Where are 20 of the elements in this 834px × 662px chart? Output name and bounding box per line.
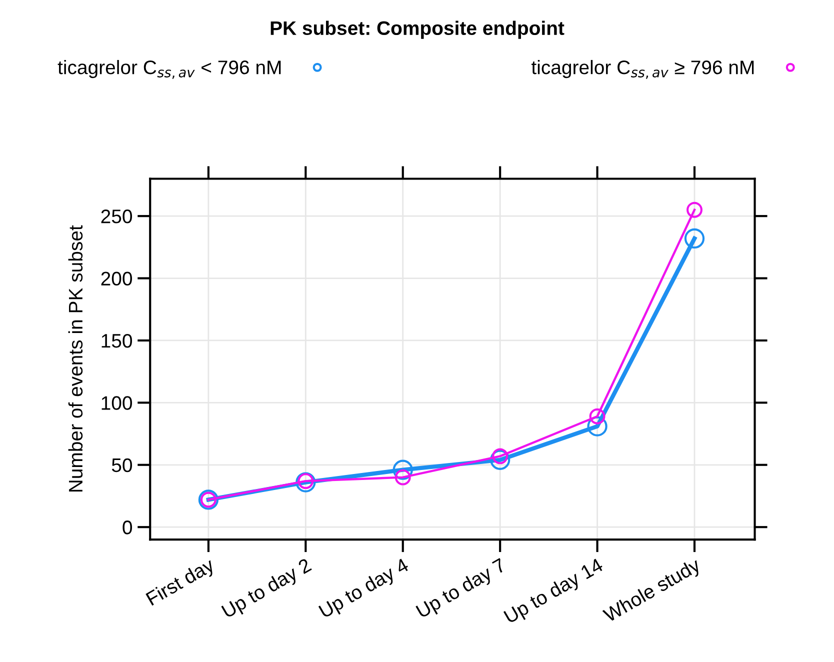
y-tick-label: 150: [102, 334, 132, 348]
legend-label: ticagrelor C$_{ss,av}$ ≥ 796 nM: [531, 60, 754, 79]
point: [587, 416, 608, 436]
legend-label: ticagrelor C$_{ss,av}$ < 796 nM: [58, 60, 281, 79]
y-tick-label: 100: [102, 396, 132, 410]
x-tick-label: Whole study: [602, 556, 704, 626]
point: [589, 408, 606, 424]
x-tick-label: First day: [145, 556, 218, 610]
point: [686, 202, 702, 218]
x-tick-label: Up to day 2: [220, 557, 314, 622]
y-tick-label: 0: [122, 520, 132, 534]
y-tick-label: 50: [112, 458, 132, 472]
point: [490, 450, 510, 470]
y-tick-label: 250: [101, 210, 132, 224]
y-axis-title: Number of events in PK subset: [68, 225, 83, 492]
point: [392, 460, 413, 480]
x-tick-label: Up to day 4: [318, 557, 412, 622]
point: [684, 228, 705, 249]
chart-title: PK subset: Composite endpoint: [270, 20, 564, 39]
y-tick-label: 200: [101, 272, 132, 286]
